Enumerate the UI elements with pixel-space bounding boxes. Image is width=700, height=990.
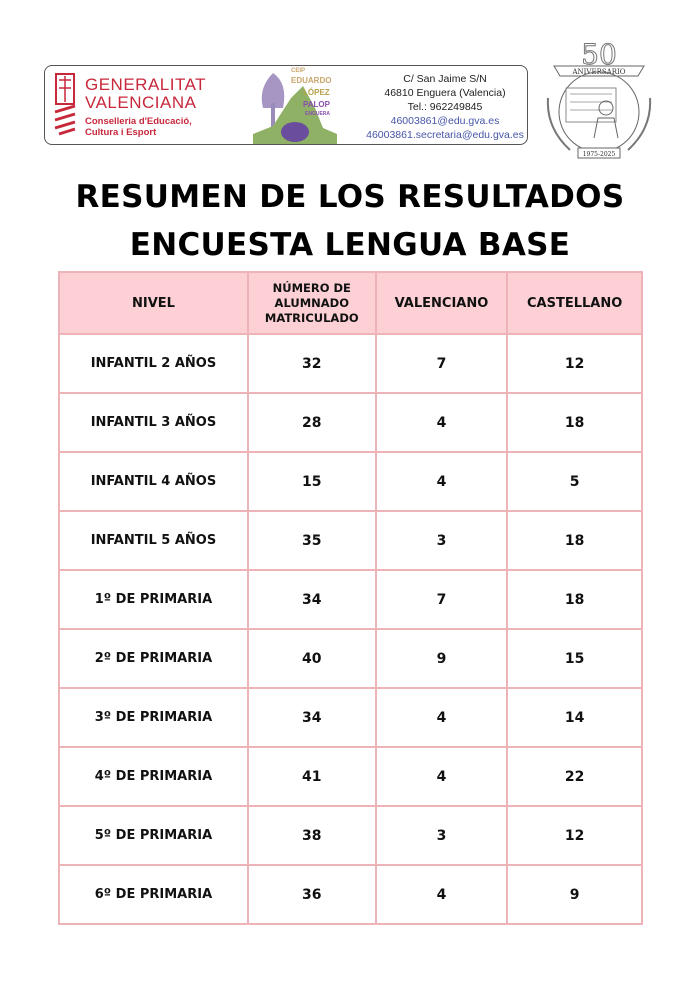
matriculado-cell: 32 xyxy=(246,333,377,394)
valenciano-cell: 4 xyxy=(374,451,509,512)
nivel-cell: 1º DE PRIMARIA xyxy=(58,569,249,630)
page-title: RESUMEN DE LOS RESULTADOS ENCUESTA LENGU… xyxy=(75,179,625,263)
column-header-valenciano: VALENCIANO xyxy=(374,271,509,335)
castellano-cell: 5 xyxy=(506,451,643,512)
nivel-cell: 6º DE PRIMARIA xyxy=(58,864,249,925)
valenciano-cell: 4 xyxy=(374,864,509,925)
matriculado-cell: 15 xyxy=(246,451,377,512)
nivel-cell: INFANTIL 2 AÑOS xyxy=(58,333,249,394)
nivel-cell: 4º DE PRIMARIA xyxy=(58,746,249,807)
castellano-cell: 15 xyxy=(506,628,643,689)
valenciano-cell: 4 xyxy=(374,392,509,453)
table-row: INFANTIL 2 AÑOS 32 7 12 xyxy=(58,333,643,394)
table-row: 6º DE PRIMARIA 36 4 9 xyxy=(58,864,643,925)
valenciano-cell: 3 xyxy=(374,510,509,571)
nivel-cell: INFANTIL 5 AÑOS xyxy=(58,510,249,571)
email-link[interactable]: 46003861.secretaria@edu.gva.es xyxy=(366,129,524,141)
column-header-castellano: CASTELLANO xyxy=(506,271,643,335)
table-row: 3º DE PRIMARIA 34 4 14 xyxy=(58,687,643,748)
castellano-cell: 12 xyxy=(506,805,643,866)
castellano-cell: 14 xyxy=(506,687,643,748)
matriculado-cell: 34 xyxy=(246,569,377,630)
nivel-cell: INFANTIL 4 AÑOS xyxy=(58,451,249,512)
column-header-nivel: NIVEL xyxy=(58,271,249,335)
contact-info: C/ San Jaime S/N 46810 Enguera (Valencia… xyxy=(366,73,524,141)
results-table: NIVEL NÚMERO DE ALUMNADO MATRICULADO VAL… xyxy=(58,271,643,925)
matriculado-cell: 28 xyxy=(246,392,377,453)
matriculado-cell: 34 xyxy=(246,687,377,748)
castellano-cell: 18 xyxy=(506,510,643,571)
table-row: 5º DE PRIMARIA 38 3 12 xyxy=(58,805,643,866)
table-row: INFANTIL 3 AÑOS 28 4 18 xyxy=(58,392,643,453)
anniversary-seal: 50 ANIVERSARIO 1975-2025 xyxy=(546,38,652,159)
castellano-cell: 22 xyxy=(506,746,643,807)
valenciano-cell: 7 xyxy=(374,333,509,394)
table-row: 2º DE PRIMARIA 40 9 15 xyxy=(58,628,643,689)
valenciano-cell: 7 xyxy=(374,569,509,630)
table-row: INFANTIL 5 AÑOS 35 3 18 xyxy=(58,510,643,571)
school-logo xyxy=(253,73,337,144)
matriculado-cell: 36 xyxy=(246,864,377,925)
castellano-cell: 18 xyxy=(506,569,643,630)
matriculado-cell: 38 xyxy=(246,805,377,866)
valenciano-cell: 4 xyxy=(374,746,509,807)
valenciano-cell: 9 xyxy=(374,628,509,689)
table-header-row: NIVEL NÚMERO DE ALUMNADO MATRICULADO VAL… xyxy=(58,271,643,335)
email-link[interactable]: 46003861@edu.gva.es xyxy=(390,115,500,127)
matriculado-cell: 41 xyxy=(246,746,377,807)
matriculado-cell: 35 xyxy=(246,510,377,571)
matriculado-cell: 40 xyxy=(246,628,377,689)
generalitat-name: GENERALITAT VALENCIANA xyxy=(85,75,207,112)
castellano-cell: 18 xyxy=(506,392,643,453)
svg-text:1975-2025: 1975-2025 xyxy=(583,151,616,158)
valenciano-cell: 3 xyxy=(374,805,509,866)
nivel-cell: 3º DE PRIMARIA xyxy=(58,687,249,748)
school-name: CEIP EDUARDO LÓPEZ PALOP ENGUERA xyxy=(291,68,332,117)
table-row: 4º DE PRIMARIA 41 4 22 xyxy=(58,746,643,807)
nivel-cell: INFANTIL 3 AÑOS xyxy=(58,392,249,453)
letterhead: GENERALITAT VALENCIANA Conselleria d'Edu… xyxy=(44,65,528,145)
castellano-cell: 9 xyxy=(506,864,643,925)
nivel-cell: 2º DE PRIMARIA xyxy=(58,628,249,689)
nivel-cell: 5º DE PRIMARIA xyxy=(58,805,249,866)
castellano-cell: 12 xyxy=(506,333,643,394)
table-row: INFANTIL 4 AÑOS 15 4 5 xyxy=(58,451,643,512)
valenciano-cell: 4 xyxy=(374,687,509,748)
column-header-matriculado: NÚMERO DE ALUMNADO MATRICULADO xyxy=(246,271,377,335)
generalitat-coat-of-arms-icon xyxy=(54,73,76,136)
conselleria-name: Conselleria d'Educació, Cultura i Esport xyxy=(85,116,192,138)
table-row: 1º DE PRIMARIA 34 7 18 xyxy=(58,569,643,630)
